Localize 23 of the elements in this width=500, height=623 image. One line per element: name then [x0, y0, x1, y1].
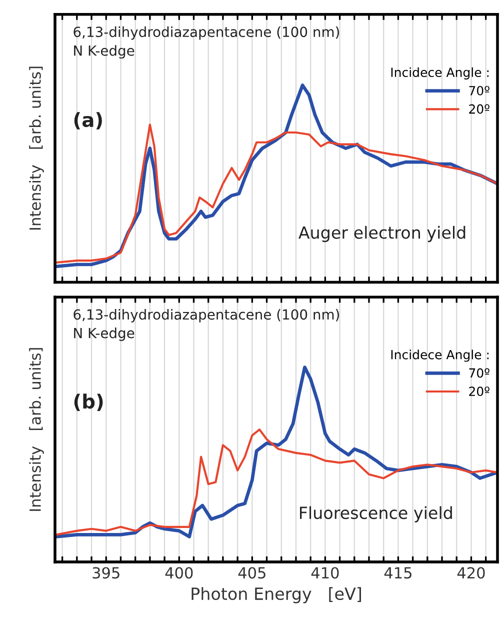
annotation: (b)	[74, 394, 103, 412]
annotation: (a)	[74, 112, 102, 130]
legend-label: 70º	[469, 86, 490, 96]
text: N K-edge	[74, 45, 134, 59]
annotation: Fluorescence yield	[300, 506, 452, 522]
x-tick-label: 405	[238, 567, 266, 579]
y-axis-title: Intensity [arb. units]	[29, 348, 44, 511]
annotation: Auger electron yield	[298, 226, 466, 242]
y-axis-title: Intensity [arb. units]	[29, 66, 44, 230]
x-tick-label: 395	[92, 567, 120, 579]
legend-label: 20º	[469, 104, 490, 114]
text: N K-edge	[74, 328, 134, 341]
x-tick-label: 400	[165, 567, 193, 579]
legend-label: 20º	[469, 386, 490, 396]
legend-label: 70º	[469, 368, 490, 378]
text: 6,13-dihydrodiazapentacene (100 nm)	[74, 308, 339, 322]
legend-title: Incidece Angle :	[391, 350, 489, 362]
x-tick-label: 410	[311, 567, 339, 579]
x-tick-label: 415	[384, 567, 412, 579]
text: 6,13-dihydrodiazapentacene (100 nm)	[74, 26, 339, 40]
legend-title: Incidece Angle :	[391, 67, 489, 80]
x-axis-title: Photon Energy [eV]	[192, 587, 361, 604]
x-tick-label: 420	[457, 567, 485, 579]
